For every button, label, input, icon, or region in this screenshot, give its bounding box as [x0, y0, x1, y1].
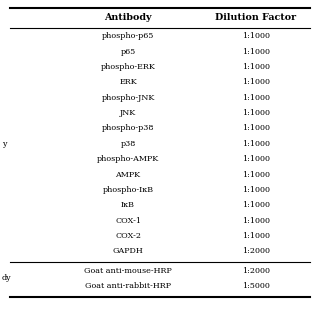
Text: Goat anti-mouse-HRP: Goat anti-mouse-HRP	[84, 267, 172, 275]
Text: 1:1000: 1:1000	[242, 171, 270, 179]
Text: p38: p38	[120, 140, 136, 148]
Text: y: y	[2, 140, 6, 148]
Text: phospho-JNK: phospho-JNK	[101, 94, 155, 102]
Text: IκB: IκB	[121, 201, 135, 209]
Text: phospho-ERK: phospho-ERK	[100, 63, 156, 71]
Text: 1:1000: 1:1000	[242, 140, 270, 148]
Text: Dilution Factor: Dilution Factor	[215, 13, 297, 22]
Text: JNK: JNK	[120, 109, 136, 117]
Text: 1:5000: 1:5000	[242, 282, 270, 290]
Text: p65: p65	[120, 48, 136, 56]
Text: 1:2000: 1:2000	[242, 267, 270, 275]
Text: phospho-p65: phospho-p65	[102, 32, 154, 40]
Text: phospho-p38: phospho-p38	[102, 124, 154, 132]
Text: 1:2000: 1:2000	[242, 247, 270, 255]
Text: COX-2: COX-2	[115, 232, 141, 240]
Text: 1:1000: 1:1000	[242, 48, 270, 56]
Text: 1:1000: 1:1000	[242, 109, 270, 117]
Text: COX-1: COX-1	[115, 217, 141, 225]
Text: 1:1000: 1:1000	[242, 78, 270, 86]
Text: ERK: ERK	[119, 78, 137, 86]
Text: 1:1000: 1:1000	[242, 155, 270, 163]
Text: phospho-IκB: phospho-IκB	[102, 186, 154, 194]
Text: 1:1000: 1:1000	[242, 124, 270, 132]
Text: phospho-AMPK: phospho-AMPK	[97, 155, 159, 163]
Text: 1:1000: 1:1000	[242, 217, 270, 225]
Text: Goat anti-rabbit-HRP: Goat anti-rabbit-HRP	[85, 282, 171, 290]
Text: GAPDH: GAPDH	[113, 247, 143, 255]
Text: Antibody: Antibody	[104, 13, 152, 22]
Text: 1:1000: 1:1000	[242, 63, 270, 71]
Text: AMPK: AMPK	[116, 171, 140, 179]
Text: 1:1000: 1:1000	[242, 94, 270, 102]
Text: 1:1000: 1:1000	[242, 201, 270, 209]
Text: 1:1000: 1:1000	[242, 186, 270, 194]
Text: 1:1000: 1:1000	[242, 32, 270, 40]
Text: dy: dy	[2, 274, 11, 282]
Text: 1:1000: 1:1000	[242, 232, 270, 240]
